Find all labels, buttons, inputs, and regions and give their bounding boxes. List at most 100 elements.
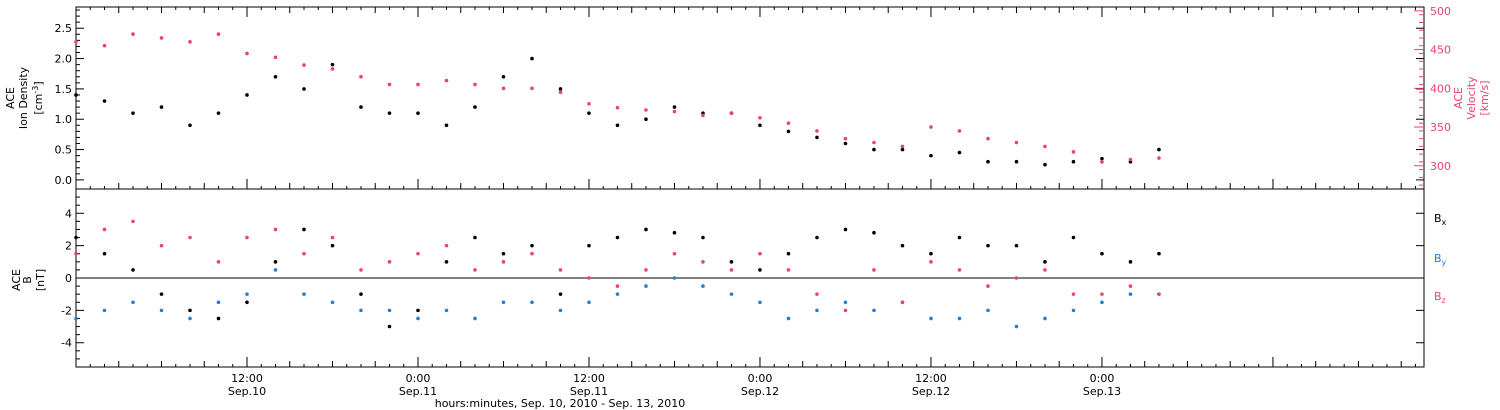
bx-point	[986, 243, 990, 248]
bx-point	[615, 235, 620, 240]
bx-point	[273, 260, 278, 264]
bx-point	[330, 243, 335, 248]
time-tick-label: 12:00	[573, 372, 605, 385]
velocity-point	[815, 129, 819, 133]
velocity-point	[131, 32, 135, 36]
bz-point	[615, 284, 620, 288]
velocity-point	[1157, 156, 1161, 160]
bx-point	[1128, 260, 1133, 264]
by-point	[986, 308, 990, 313]
bz-point	[473, 268, 477, 272]
density-point	[273, 74, 278, 79]
bz-point	[1100, 292, 1104, 296]
by-point	[929, 316, 933, 321]
density-ylabel-line1: ACE	[4, 87, 17, 109]
velocity-point	[1100, 160, 1104, 164]
by-point	[102, 308, 107, 313]
by-point	[159, 308, 164, 313]
bx-point	[102, 251, 107, 256]
bx-point	[188, 308, 192, 313]
by-point	[644, 284, 648, 288]
velocity-point	[729, 111, 734, 115]
density-point	[444, 123, 449, 128]
bx-point	[900, 243, 905, 248]
by-point	[473, 316, 477, 321]
b-tick-label: -2	[61, 304, 72, 317]
density-point	[1100, 156, 1104, 161]
legend-bz: Bz	[1434, 290, 1446, 305]
by-point	[74, 316, 78, 321]
density-point	[558, 87, 563, 91]
velocity-point	[843, 136, 848, 141]
density-point	[644, 117, 648, 122]
bz-point	[1128, 284, 1133, 288]
date-tick-label: Sep.12	[741, 385, 779, 398]
bx-point	[701, 235, 705, 240]
velocity-tick-label: 400	[1430, 82, 1451, 95]
bz-point	[1157, 292, 1161, 296]
bz-point	[929, 260, 933, 264]
velocity-point	[758, 115, 762, 120]
density-point	[501, 74, 506, 79]
density-point	[131, 111, 135, 115]
date-tick-label: Sep.11	[399, 385, 437, 398]
velocity-point	[957, 129, 962, 133]
bz-point	[216, 260, 221, 264]
bx-point	[929, 251, 933, 256]
by-point	[786, 316, 791, 321]
by-point	[330, 300, 335, 305]
density-point	[986, 159, 990, 164]
bx-point	[216, 316, 221, 321]
by-point	[1128, 292, 1133, 296]
by-point	[1014, 324, 1019, 329]
bx-point	[872, 230, 876, 235]
density-point	[359, 105, 363, 109]
velocity-point	[159, 36, 164, 40]
bz-point	[1014, 276, 1019, 280]
bx-point	[530, 243, 534, 248]
density-point	[587, 111, 591, 115]
bz-point	[387, 260, 392, 264]
b-tick-label: 4	[65, 207, 72, 220]
top-panel-points	[74, 32, 1161, 167]
time-tick-label: 12:00	[231, 372, 263, 385]
velocity-point	[359, 74, 363, 79]
velocity-point	[216, 32, 221, 36]
legend-by: By	[1434, 252, 1447, 267]
by-point	[131, 300, 135, 305]
velocity-point	[245, 51, 249, 56]
velocity-point	[929, 125, 933, 129]
bz-point	[644, 268, 648, 272]
bx-point	[501, 251, 506, 256]
by-point	[872, 308, 876, 313]
velocity-point	[900, 144, 905, 149]
bx-point	[302, 227, 306, 232]
bz-point	[786, 268, 791, 272]
b-axis-ticks: -4 -2 0 2 4	[61, 188, 1424, 368]
velocity-ylabel-line1: ACE	[1452, 87, 1465, 109]
velocity-point	[1043, 144, 1047, 149]
density-point	[473, 105, 477, 109]
b-tick-label: 0	[65, 272, 72, 285]
by-point	[245, 292, 249, 296]
bz-point	[159, 243, 164, 248]
velocity-point	[644, 108, 648, 112]
density-point	[872, 147, 876, 152]
bz-point	[872, 268, 876, 272]
density-unit-base: [cm	[32, 94, 45, 115]
velocity-tick-label: 300	[1430, 160, 1451, 173]
velocity-tick-label: 350	[1430, 121, 1451, 134]
velocity-point	[330, 67, 335, 71]
bx-point	[74, 235, 78, 240]
legend-by-base: B	[1434, 252, 1442, 265]
density-tick-label: 1.0	[55, 113, 73, 126]
top-panel-frame	[75, 6, 1425, 190]
by-point	[387, 308, 392, 313]
density-point	[74, 93, 78, 97]
velocity-tick-label: 500	[1430, 5, 1451, 18]
density-point	[786, 129, 791, 134]
velocity-point	[1014, 140, 1019, 145]
velocity-point	[473, 82, 477, 87]
density-point	[1014, 159, 1019, 164]
